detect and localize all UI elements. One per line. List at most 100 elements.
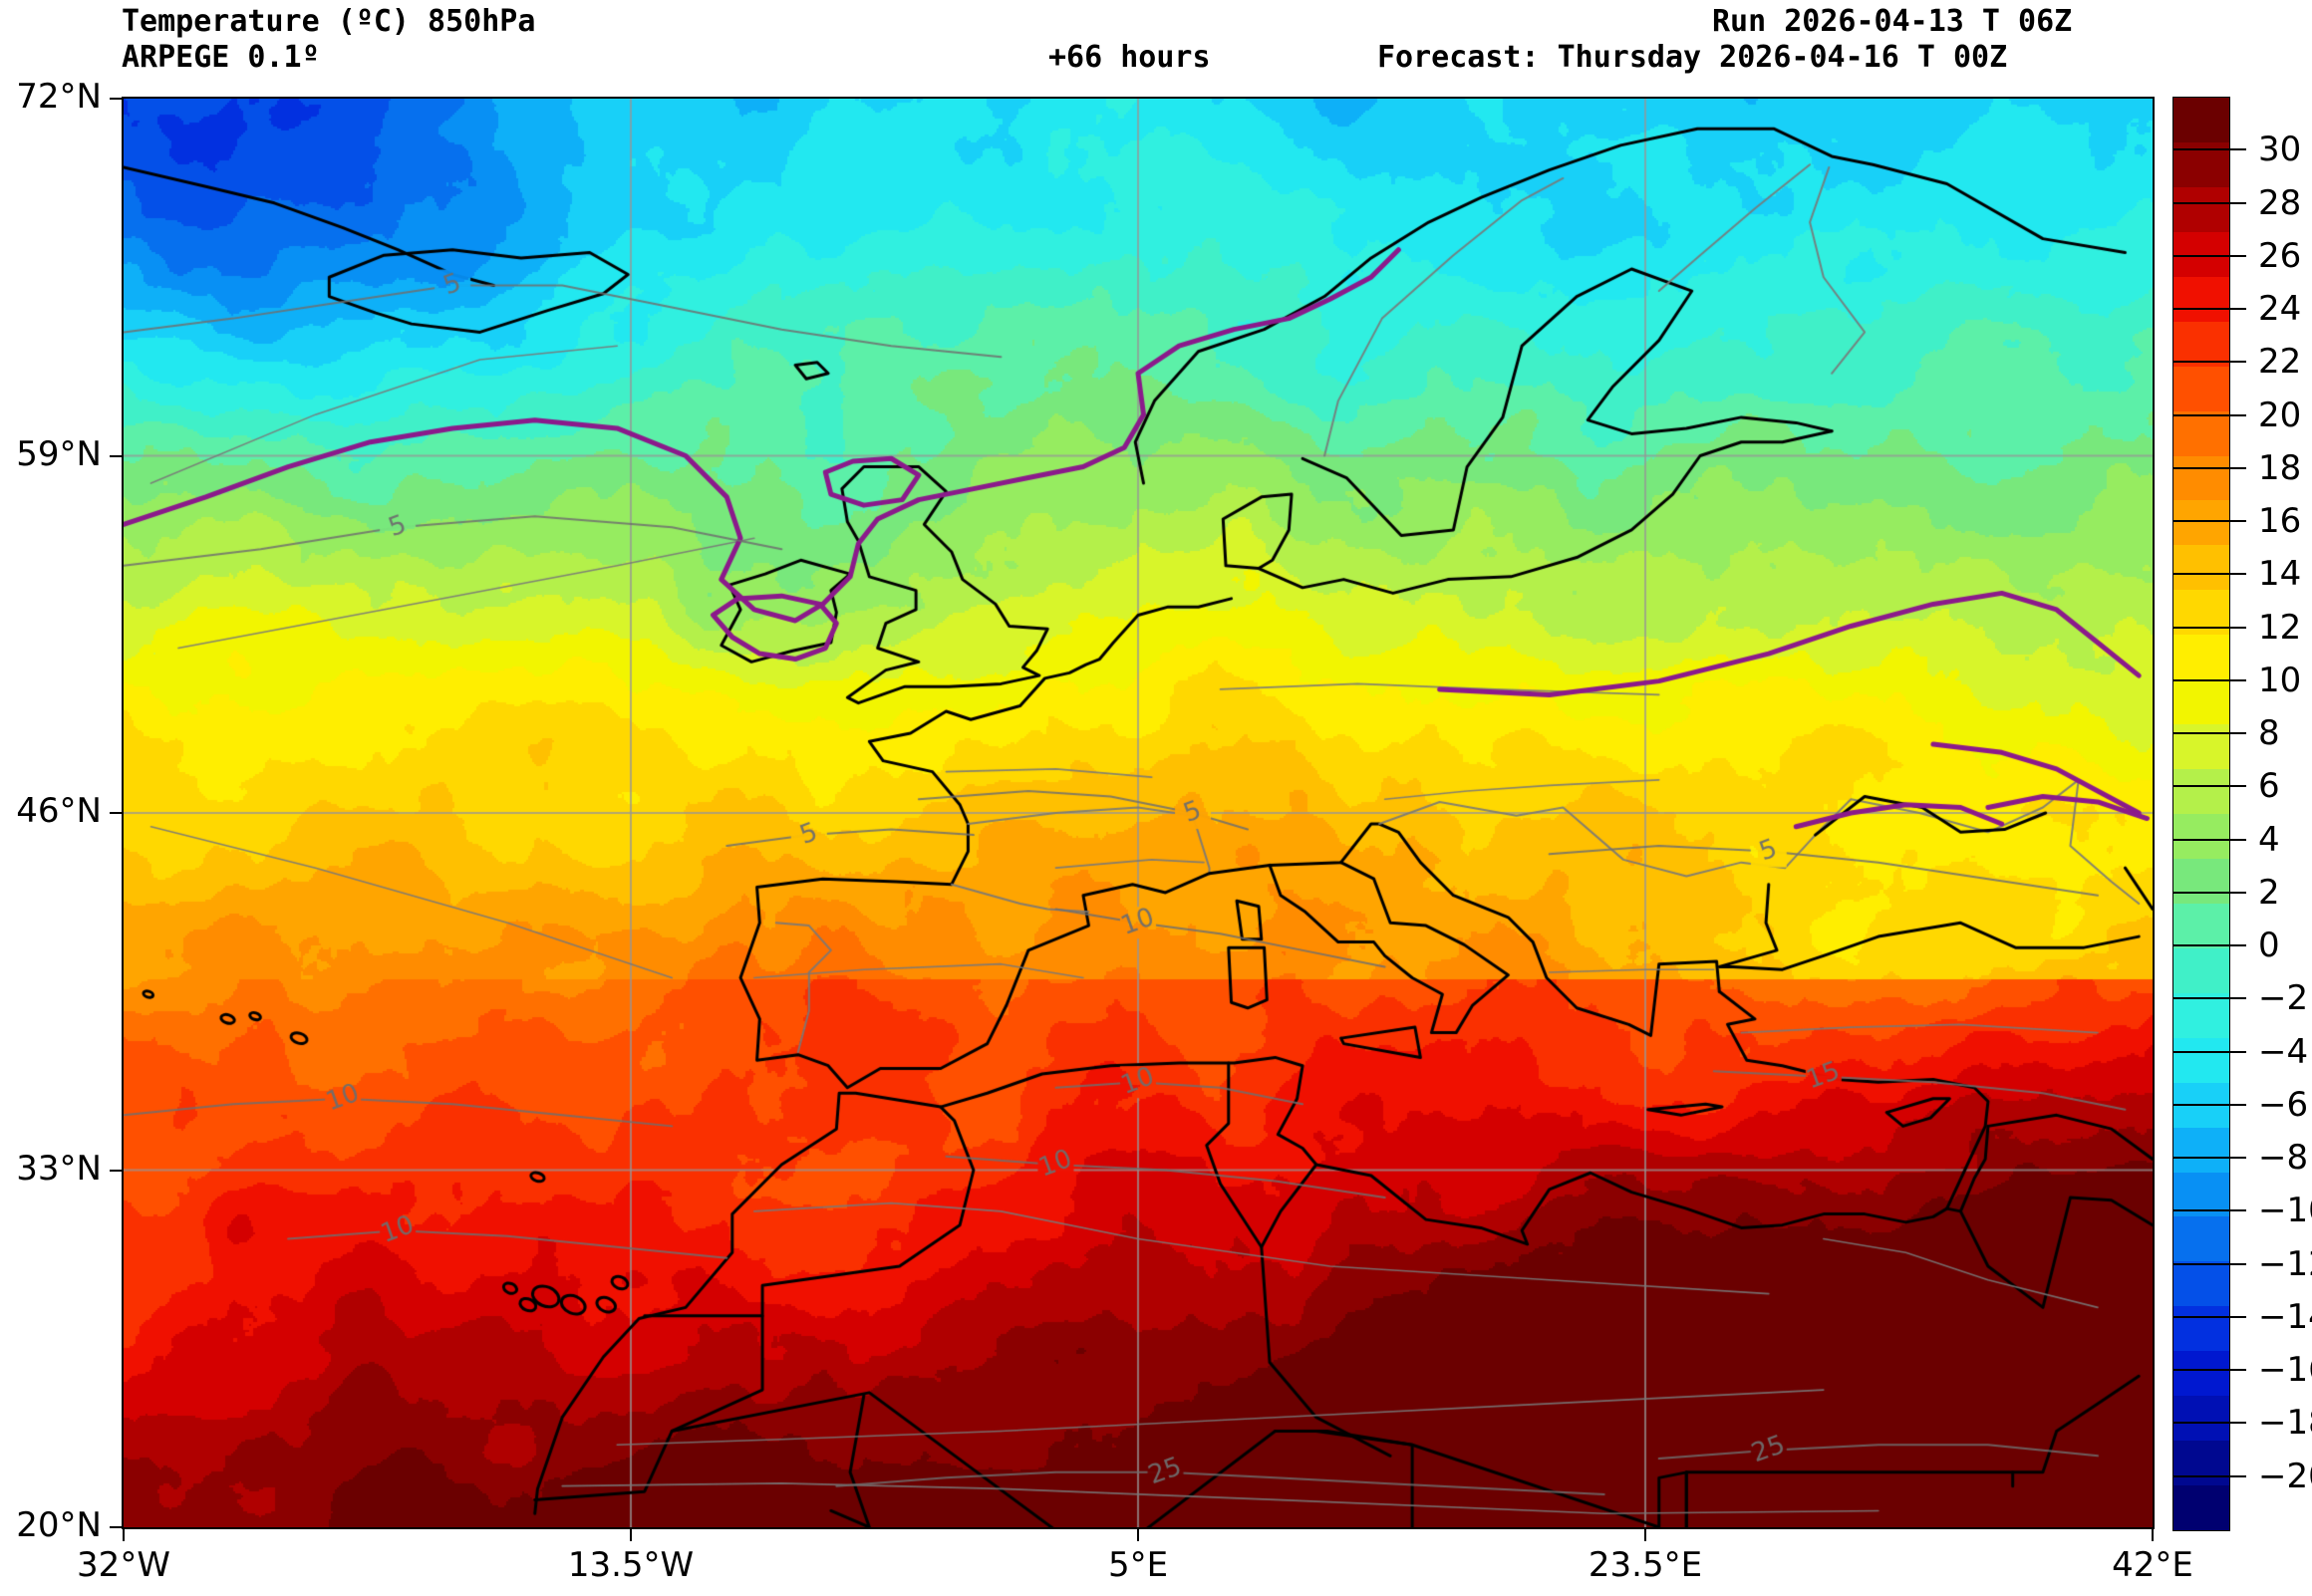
colorbar-tickmark (2172, 944, 2246, 947)
colorbar-tickmark (2172, 573, 2246, 576)
colorbar-tickmark (2172, 1050, 2246, 1053)
model-label: ARPEGE 0.1º (122, 40, 320, 75)
y-axis-label: 33°N (16, 1148, 102, 1189)
colorbar-tickmark (2172, 361, 2246, 364)
colorbar-band (2173, 635, 2229, 680)
colorbar-band (2173, 545, 2229, 591)
colorbar-label: 4 (2258, 819, 2280, 860)
colorbar-label: −8 (2258, 1138, 2309, 1179)
colorbar-band (2173, 1127, 2229, 1173)
colorbar-tickmark (2172, 413, 2246, 416)
y-tickmark (110, 98, 122, 100)
colorbar-band (2173, 903, 2229, 948)
colorbar-label: −2 (2258, 978, 2309, 1019)
temperature-map-plot[interactable] (122, 97, 2155, 1529)
x-tickmark (1137, 1529, 1139, 1541)
x-axis-label: 23.5°E (1588, 1545, 1703, 1585)
colorbar-tickmark (2172, 520, 2246, 523)
colorbar-label: −12 (2258, 1243, 2312, 1284)
colorbar-tickmark (2172, 201, 2246, 204)
colorbar-label: 26 (2258, 235, 2302, 276)
colorbar-band (2173, 814, 2229, 859)
colorbar-label: 14 (2258, 554, 2302, 595)
colorbar-band (2173, 366, 2229, 411)
colorbar-band (2173, 1485, 2229, 1530)
colorbar-tickmark (2172, 838, 2246, 841)
map-title: Temperature (ºC) 850hPa (122, 4, 536, 39)
forecast-timestamp: Forecast: Thursday 2026-04-16 T 00Z (1377, 40, 2008, 75)
y-tickmark (110, 454, 122, 457)
colorbar-label: −20 (2258, 1456, 2312, 1496)
colorbar-band (2173, 1216, 2229, 1262)
colorbar-tickmark (2172, 626, 2246, 629)
x-tickmark (1644, 1529, 1646, 1541)
forecast-hours: +66 hours (1048, 40, 1211, 75)
colorbar-tickmark (2172, 1315, 2246, 1318)
colorbar-tickmark (2172, 148, 2246, 151)
x-tickmark (630, 1529, 632, 1541)
colorbar-band (2173, 231, 2229, 277)
colorbar-label: −18 (2258, 1403, 2312, 1444)
colorbar-band (2173, 321, 2229, 367)
y-axis-label: 46°N (16, 791, 102, 831)
colorbar-label: 0 (2258, 926, 2280, 966)
colorbar-label: −10 (2258, 1191, 2312, 1231)
colorbar-label: 12 (2258, 607, 2302, 648)
colorbar-tickmark (2172, 1422, 2246, 1425)
colorbar-band (2173, 455, 2229, 501)
colorbar-band (2173, 1172, 2229, 1217)
colorbar-tickmark (2172, 254, 2246, 257)
colorbar-tickmark (2172, 1474, 2246, 1477)
colorbar-label: 10 (2258, 660, 2302, 700)
x-tickmark (2152, 1529, 2154, 1541)
colorbar-band (2173, 276, 2229, 322)
colorbar-label: 8 (2258, 713, 2280, 754)
run-timestamp: Run 2026-04-13 T 06Z (1712, 4, 2073, 39)
colorbar-band (2173, 98, 2229, 142)
colorbar-tickmark (2172, 1369, 2246, 1372)
x-axis-label: 13.5°W (567, 1545, 695, 1585)
colorbar-band (2173, 1037, 2229, 1083)
colorbar-band (2173, 724, 2229, 770)
x-axis-label: 5°E (1107, 1545, 1169, 1585)
colorbar-tickmark (2172, 308, 2246, 311)
colorbar-band (2173, 1261, 2229, 1307)
colorbar-tickmark (2172, 678, 2246, 681)
colorbar-label: −4 (2258, 1031, 2309, 1072)
colorbar-band (2173, 410, 2229, 456)
colorbar-label: 30 (2258, 130, 2302, 170)
map-overlay-lines (124, 99, 2153, 1527)
colorbar-label: 20 (2258, 395, 2302, 435)
y-tickmark (110, 1526, 122, 1528)
colorbar-label: −16 (2258, 1350, 2312, 1391)
colorbar-band (2173, 1441, 2229, 1486)
colorbar-tickmark (2172, 466, 2246, 469)
colorbar-label: 6 (2258, 766, 2280, 807)
y-axis-label: 59°N (16, 433, 102, 474)
colorbar-tickmark (2172, 997, 2246, 1000)
colorbar-band (2173, 992, 2229, 1038)
colorbar-label: −14 (2258, 1296, 2312, 1337)
temperature-colorbar[interactable] (2172, 97, 2230, 1531)
colorbar-label: 28 (2258, 182, 2302, 223)
colorbar-tickmark (2172, 785, 2246, 788)
colorbar-band (2173, 947, 2229, 993)
colorbar-tickmark (2172, 1103, 2246, 1106)
colorbar-label: 2 (2258, 872, 2280, 913)
colorbar-band (2173, 186, 2229, 232)
x-axis-label: 32°W (77, 1545, 170, 1585)
colorbar-label: 16 (2258, 501, 2302, 542)
colorbar-tickmark (2172, 732, 2246, 735)
x-axis-label: 42°E (2112, 1545, 2193, 1585)
y-axis-label: 20°N (16, 1505, 102, 1545)
colorbar-tickmark (2172, 891, 2246, 894)
y-tickmark (110, 812, 122, 814)
colorbar-tickmark (2172, 1262, 2246, 1265)
colorbar-label: 22 (2258, 342, 2302, 383)
y-axis-label: 72°N (16, 77, 102, 117)
colorbar-band (2173, 679, 2229, 725)
colorbar-label: 18 (2258, 447, 2302, 488)
colorbar-band (2173, 500, 2229, 546)
colorbar-label: 24 (2258, 289, 2302, 330)
colorbar-tickmark (2172, 1157, 2246, 1160)
